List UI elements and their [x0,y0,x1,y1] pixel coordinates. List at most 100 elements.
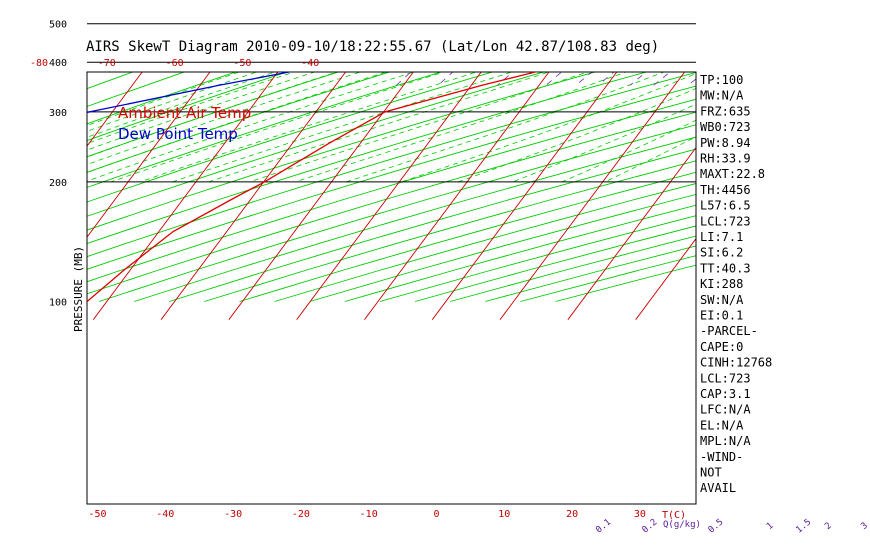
isotherm-line [87,72,211,238]
isotherm-line [839,0,870,320]
mixing-axis-label: Q(g/kg) [663,520,701,530]
pressure-tick-label: 200 [49,178,67,189]
index-item: NOT [700,466,722,480]
moist-adiabat-line [295,72,628,183]
moist-adiabat-line [458,88,696,183]
index-item: -WIND- [700,450,743,464]
dry-adiabat-line [87,111,696,295]
index-item: CAPE:0 [700,340,743,354]
dry-adiabat-line [87,72,289,142]
isotherm-line [567,146,696,320]
isotherm-line [296,72,482,320]
index-item: PW:8.94 [700,136,751,150]
mixing-ratio-line [820,0,870,85]
pressure-tick-label: 100 [49,297,67,308]
top-temp-tick-label: -70 [98,58,116,69]
dry-adiabat-line [87,72,340,158]
index-item: -PARCEL- [700,324,758,338]
pressure-tick-label: 400 [49,58,67,69]
moist-adiabat-line [87,72,277,138]
index-item: L57:6.5 [700,199,751,213]
index-item: LFC:N/A [700,403,751,417]
index-item: EI:0.1 [700,309,743,323]
moist-adiabat-line [87,72,241,127]
index-item: LCL:723 [700,214,751,228]
x-axis-label: T(C) [662,510,686,521]
index-item: CAP:3.1 [700,387,751,401]
ambient-air-temp-line [87,72,539,302]
dry-adiabat-line [87,72,546,217]
index-item: MW:N/A [700,89,744,103]
pressure-tick-label: 300 [49,108,67,119]
isobars [87,23,696,183]
mixing-ratio-line [629,72,647,86]
dry-adiabat-line [87,72,494,203]
mixing-ratio-line [653,72,671,86]
bottom-temp-tick-label: 30 [634,509,646,520]
dry-adiabat-line [87,72,696,258]
chart-title: AIRS SkewT Diagram 2010-09-10/18:22:55.6… [86,39,659,55]
bottom-temp-tick-label: -30 [224,509,242,520]
isotherm-line [635,237,696,320]
pressure-tick-label: 500 [49,20,67,31]
isotherms [87,0,870,320]
index-item: SI:6.2 [700,246,743,260]
top-temp-tick-label: -60 [166,58,184,69]
bottom-temp-tick-label: 10 [498,509,510,520]
index-item: KI:288 [700,277,743,291]
mixing-ratio-line [838,0,870,85]
sounding-series [87,72,539,302]
moist-adiabat-line [512,103,696,183]
isotherm-line [771,0,870,320]
dry-adiabat-line [87,85,696,270]
index-item: MPL:N/A [700,434,751,448]
moist-adiabat-line [139,72,478,183]
moist-adiabat-line [87,72,296,144]
moist-adiabat-line [249,72,589,183]
moist-adiabat-line [172,72,513,183]
mixing-ratio-line [733,0,870,85]
bottom-temp-tick-label: -50 [88,509,106,520]
mixing-ratio-tick-label: 3 [859,521,870,532]
isotherm-line [364,72,550,320]
top-temp-tick-label: -50 [233,58,251,69]
index-item: TT:40.3 [700,261,751,275]
bottom-temp-tick-label: -40 [156,509,174,520]
index-item: AVAIL [700,481,736,495]
dry-adiabat-line [87,72,597,231]
mixing-ratio-tick-label: 0.1 [594,517,613,535]
isotherm-line [431,72,618,320]
moist-adiabat-line [346,72,665,183]
index-item: TH:4456 [700,183,751,197]
legend-dew-point-temp: Dew Point Temp [118,125,238,143]
bottom-temp-tick-label: -10 [360,509,378,520]
dry-adiabat-line [87,98,696,283]
mixing-ratio-tick-label: 1.5 [794,517,813,535]
index-item: TP:100 [700,73,743,87]
isotherm-line [228,72,414,320]
mixing-ratio-line [798,0,870,85]
isotherm-line [92,72,279,320]
plot-frame [86,71,697,505]
top-temp-tick-label: -80 [30,58,48,69]
index-item: LCL:723 [700,371,751,385]
y-axis-label: PRESSURE (MB) [72,246,85,332]
dry-adiabat-line [87,72,443,188]
mixing-ratio-tick-label: 0.5 [707,517,726,535]
top-temp-tick-label: -40 [301,58,319,69]
index-item: RH:33.9 [700,152,751,166]
isotherm-line [160,72,347,320]
bottom-temp-tick-label: -20 [292,509,310,520]
mixing-ratio-line [750,0,870,85]
legend-ambient-air-temp: Ambient Air Temp [118,104,251,122]
index-item: SW:N/A [700,293,744,307]
dry-adiabat-line [98,124,696,302]
moist-adiabat-line [87,72,338,158]
bottom-temp-tick-label: 0 [433,509,439,520]
index-item: CINH:12768 [700,356,772,370]
index-item: WB0:723 [700,120,751,134]
index-item: LI:7.1 [700,230,743,244]
mixing-ratio-tick-label: 1 [765,521,776,532]
